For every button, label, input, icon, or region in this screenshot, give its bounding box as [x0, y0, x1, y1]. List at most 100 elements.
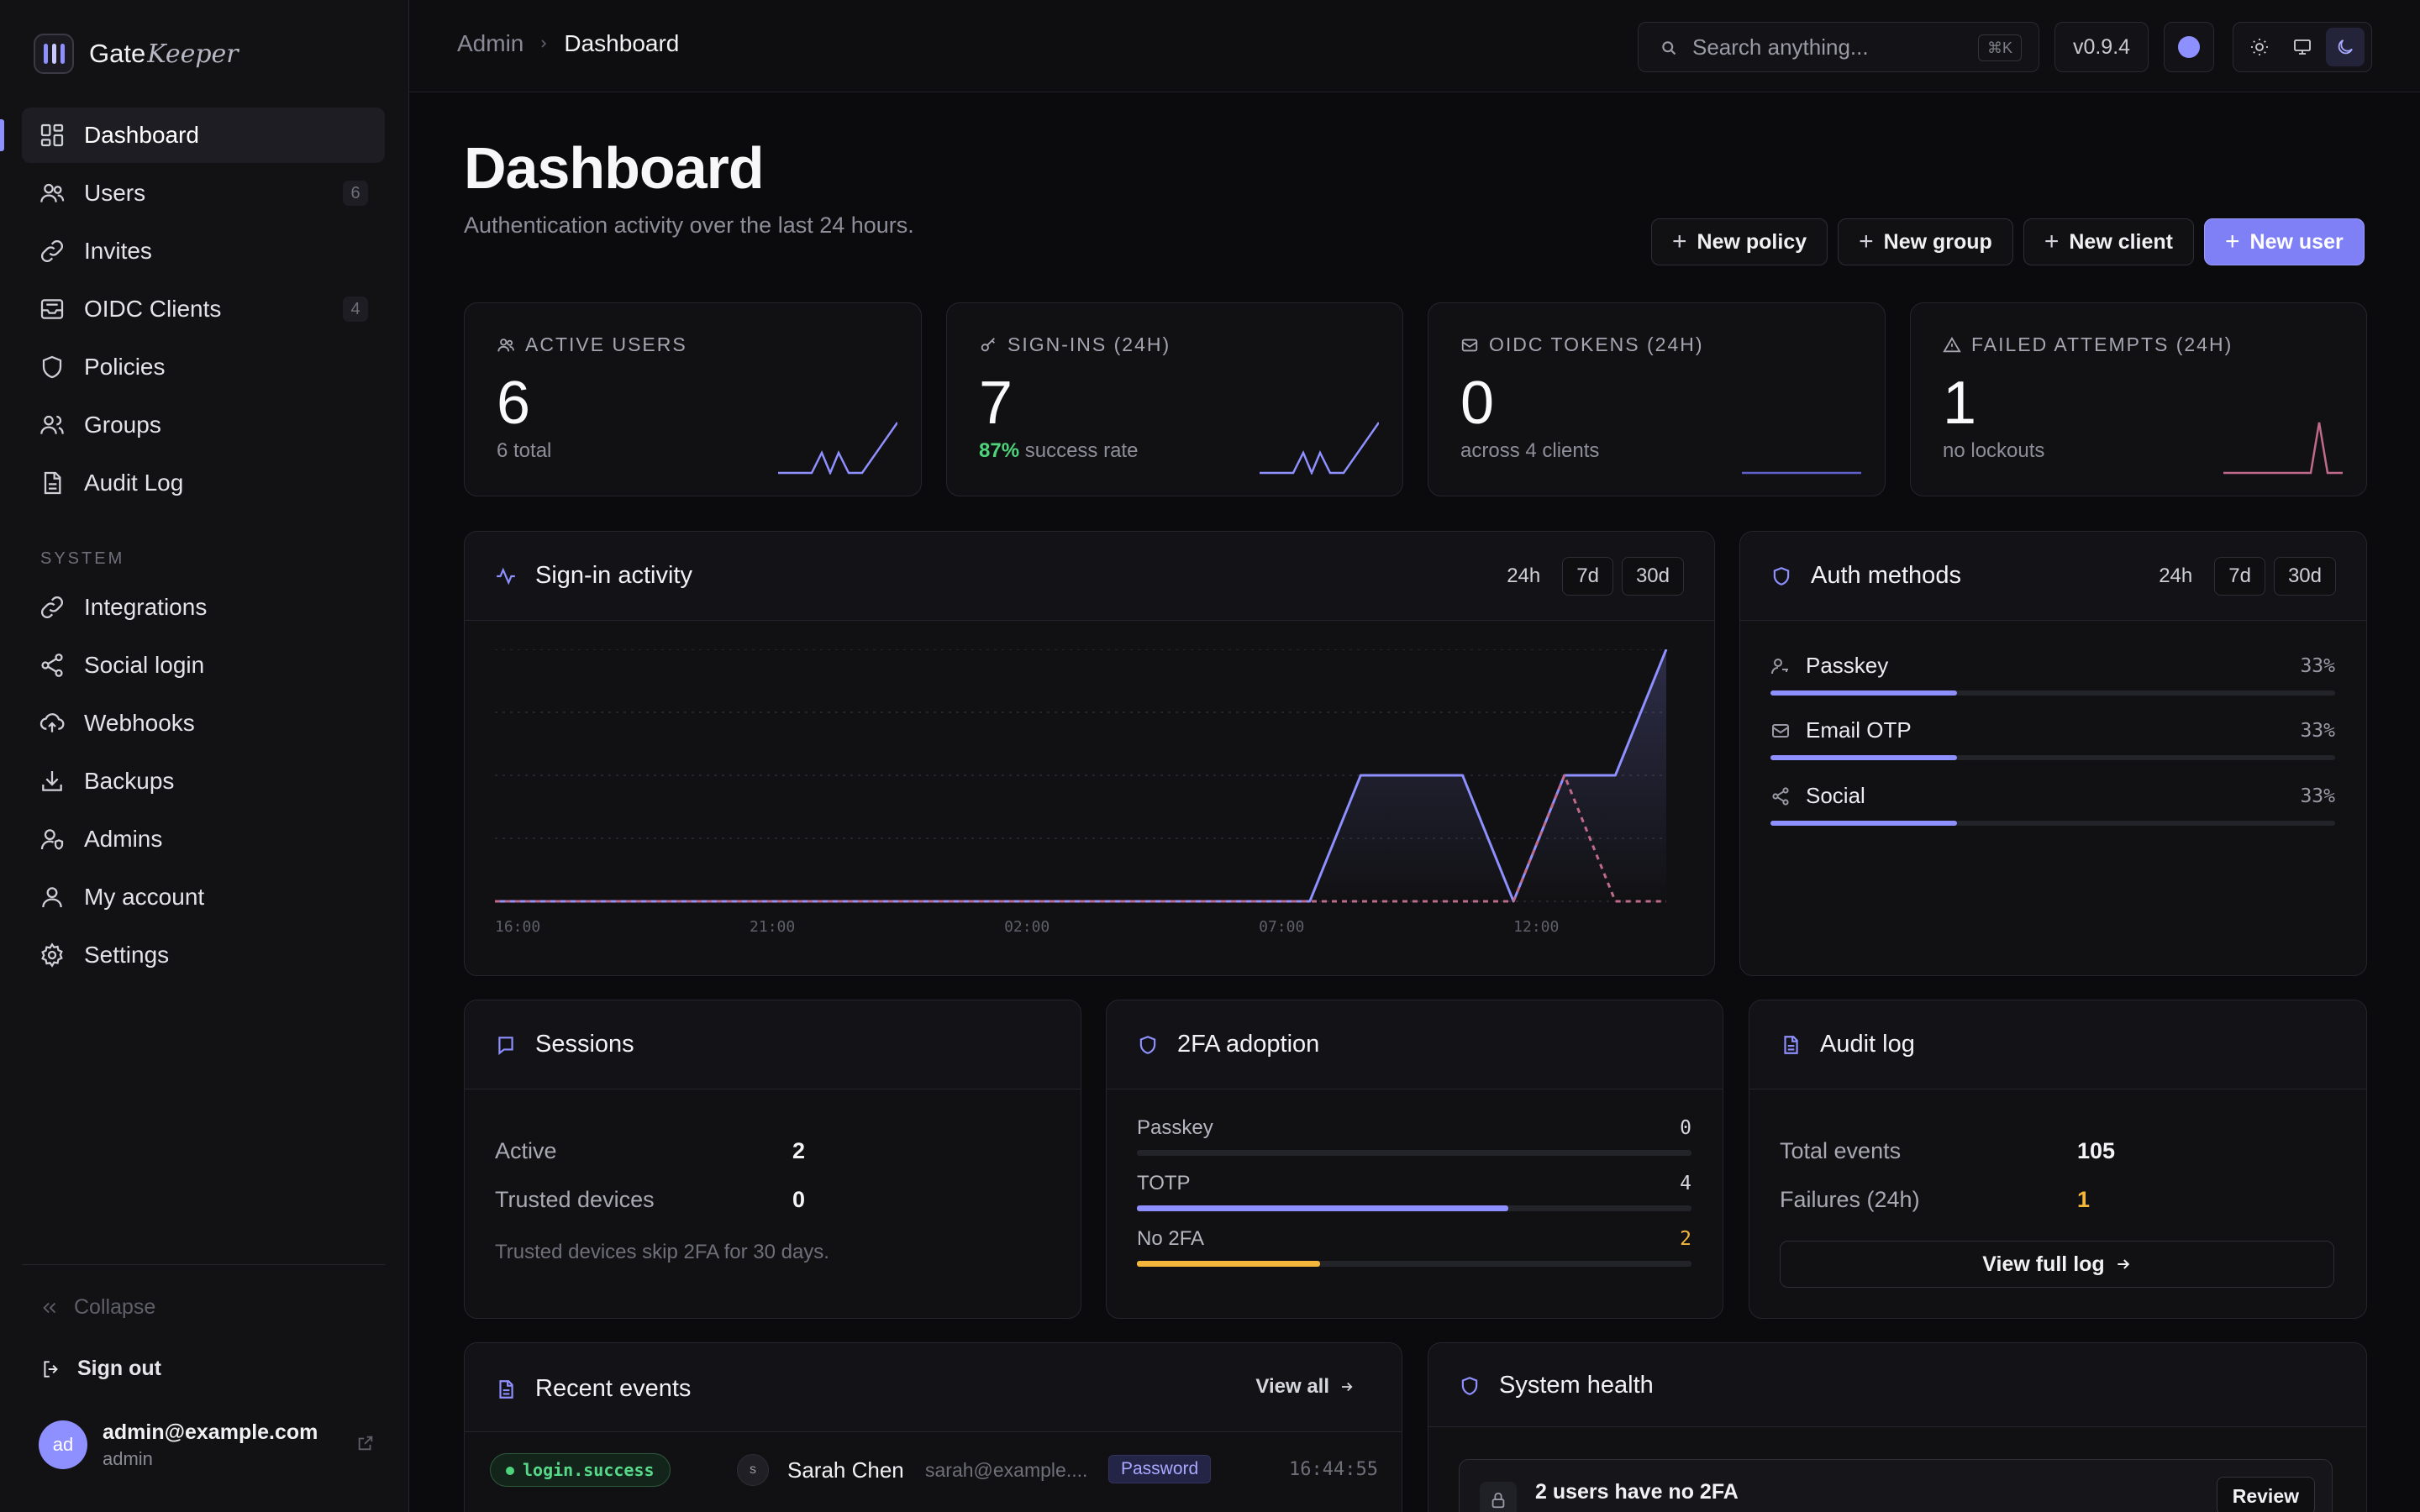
brand-name: GateKeeper [89, 39, 239, 69]
stat-card-active-users[interactable]: ACTIVE USERS 6 6 total [464, 302, 922, 496]
auth-method-passkey: Passkey 33% [1770, 653, 2335, 696]
sidebar-item-integrations[interactable]: Integrations [22, 580, 385, 635]
version-badge[interactable]: v0.9.4 [2054, 22, 2149, 72]
trusted-devices-label: Trusted devices [495, 1187, 655, 1212]
view-all-label: View all [1255, 1375, 1329, 1398]
sidebar-item-groups[interactable]: Groups [22, 397, 385, 453]
range-7d[interactable]: 7d [2214, 557, 2265, 596]
document-icon [1784, 1035, 1798, 1054]
plus-icon: + [2044, 228, 2060, 255]
new-client-button[interactable]: + New client [2023, 218, 2195, 265]
stat-card-failed-attempts[interactable]: FAILED ATTEMPTS (24H) 1 no lockouts [1910, 302, 2367, 496]
system-nav: Integrations Social login Webhooks Backu… [22, 580, 385, 985]
sidebar-item-settings[interactable]: Settings [22, 927, 385, 983]
x-tick-label: 02:00 [1004, 918, 1050, 936]
account-menu[interactable]: ad admin@example.com admin [39, 1420, 375, 1470]
new-policy-button[interactable]: + New policy [1651, 218, 1828, 265]
avatar: s [737, 1454, 769, 1486]
cloud-upload-icon [39, 713, 65, 732]
new-user-button[interactable]: + New user [2204, 218, 2365, 265]
sidebar-item-oidc-clients[interactable]: OIDC Clients 4 [22, 281, 385, 337]
sidebar-item-my-account[interactable]: My account [22, 869, 385, 925]
method-bar-fill [1770, 690, 1957, 696]
search-input[interactable]: Search anything... ⌘K [1638, 22, 2039, 72]
sidebar-item-users[interactable]: Users 6 [22, 165, 385, 221]
search-placeholder: Search anything... [1692, 34, 1869, 60]
brand-name-a: Gate [89, 39, 146, 68]
range-30d[interactable]: 30d [2273, 557, 2336, 596]
main-nav: Dashboard Users 6 Invites OIDC Clients 4… [0, 108, 385, 513]
theme-system-button[interactable] [2283, 28, 2322, 66]
stat-sub: no lockouts [1943, 439, 2044, 463]
mail-icon [1772, 723, 1789, 738]
tfa-value: 2 [1680, 1228, 1691, 1250]
sidebar-item-invites[interactable]: Invites [22, 223, 385, 279]
stat-value: 0 [1460, 370, 1495, 437]
plus-icon: + [1672, 228, 1687, 255]
plus-icon: + [1859, 228, 1874, 255]
stat-value: 6 [497, 370, 531, 437]
status-dot-button[interactable] [2164, 22, 2214, 72]
sidebar-item-label: OIDC Clients [84, 296, 222, 322]
view-all-link[interactable]: View all [1255, 1375, 1355, 1399]
brand[interactable]: GateKeeper [34, 34, 239, 74]
tfa-label: TOTP [1137, 1172, 1191, 1194]
system-health-panel: System health 2 users have no 2FA Review [1428, 1342, 2367, 1512]
chevrons-left-icon [43, 1302, 56, 1313]
review-button[interactable]: Review [2216, 1477, 2315, 1512]
stat-label: OIDC TOKENS (24H) [1460, 333, 1704, 356]
view-full-log-button[interactable]: View full log [1780, 1241, 2334, 1288]
alert-text: 2 users have no 2FA [1535, 1480, 1739, 1504]
page-title: Dashboard [464, 135, 765, 201]
sidebar-item-backups[interactable]: Backups [22, 753, 385, 809]
document-icon [44, 471, 61, 495]
moon-icon [2338, 39, 2353, 55]
theme-switcher [2233, 22, 2372, 72]
x-tick-label: 16:00 [495, 918, 540, 936]
method-label: Social [1806, 783, 1865, 808]
new-group-button[interactable]: + New group [1838, 218, 2013, 265]
range-30d[interactable]: 30d [1621, 557, 1684, 596]
collapse-button[interactable]: Collapse [40, 1295, 155, 1320]
search-shortcut: ⌘K [1977, 34, 2022, 61]
series-area [495, 649, 1666, 901]
sidebar-item-label: Users [84, 180, 146, 206]
stat-card-oidc-tokens[interactable]: OIDC TOKENS (24H) 0 across 4 clients [1428, 302, 1886, 496]
range-7d[interactable]: 7d [1562, 557, 1613, 596]
panel-title: Auth methods [1770, 562, 1961, 590]
tfa-label: No 2FA [1137, 1227, 1205, 1250]
tfa-value: 4 [1680, 1173, 1691, 1194]
stat-card-sign-ins[interactable]: SIGN-INS (24H) 7 87% success rate [946, 302, 1403, 496]
document-icon [499, 1379, 513, 1399]
sidebar-item-social-login[interactable]: Social login [22, 638, 385, 693]
event-row[interactable]: login.success s Sarah Chen sarah@example… [465, 1434, 1402, 1506]
theme-dark-button[interactable] [2325, 28, 2365, 66]
tfa-bar [1137, 1205, 1691, 1211]
logout-icon [44, 1360, 58, 1378]
link-icon [41, 240, 63, 262]
failures-value: 1 [2077, 1187, 2091, 1212]
download-icon [42, 771, 62, 791]
stat-sub-text: no lockouts [1943, 439, 2045, 462]
view-full-log-label: View full log [1982, 1252, 2105, 1276]
stat-label: ACTIVE USERS [497, 333, 687, 356]
method-bar [1770, 690, 2335, 696]
sign-out-label: Sign out [77, 1357, 161, 1380]
sidebar-item-audit-log[interactable]: Audit Log [22, 455, 385, 511]
tfa-bar-fill [1137, 1261, 1320, 1267]
sidebar-item-admins[interactable]: Admins [22, 811, 385, 867]
range-24h[interactable]: 24h [1507, 564, 1541, 587]
auth-methods-panel: Auth methods 24h 7d 30d Passkey 33% Email… [1739, 531, 2367, 976]
external-link-icon[interactable] [356, 1434, 375, 1452]
range-24h[interactable]: 24h [2159, 564, 2193, 587]
theme-light-button[interactable] [2240, 28, 2279, 66]
sidebar-item-dashboard[interactable]: Dashboard [0, 108, 385, 163]
panel-header: Auth methods 24h 7d 30d [1740, 532, 2366, 621]
sidebar-item-webhooks[interactable]: Webhooks [22, 696, 385, 751]
sign-out-button[interactable]: Sign out [40, 1357, 161, 1381]
sidebar-item-policies[interactable]: Policies [22, 339, 385, 395]
panel-title: Sessions [495, 1031, 634, 1058]
sidebar-item-label: Admins [84, 826, 163, 852]
account-email: admin@example.com [103, 1420, 318, 1444]
breadcrumb-admin[interactable]: Admin [457, 30, 524, 56]
